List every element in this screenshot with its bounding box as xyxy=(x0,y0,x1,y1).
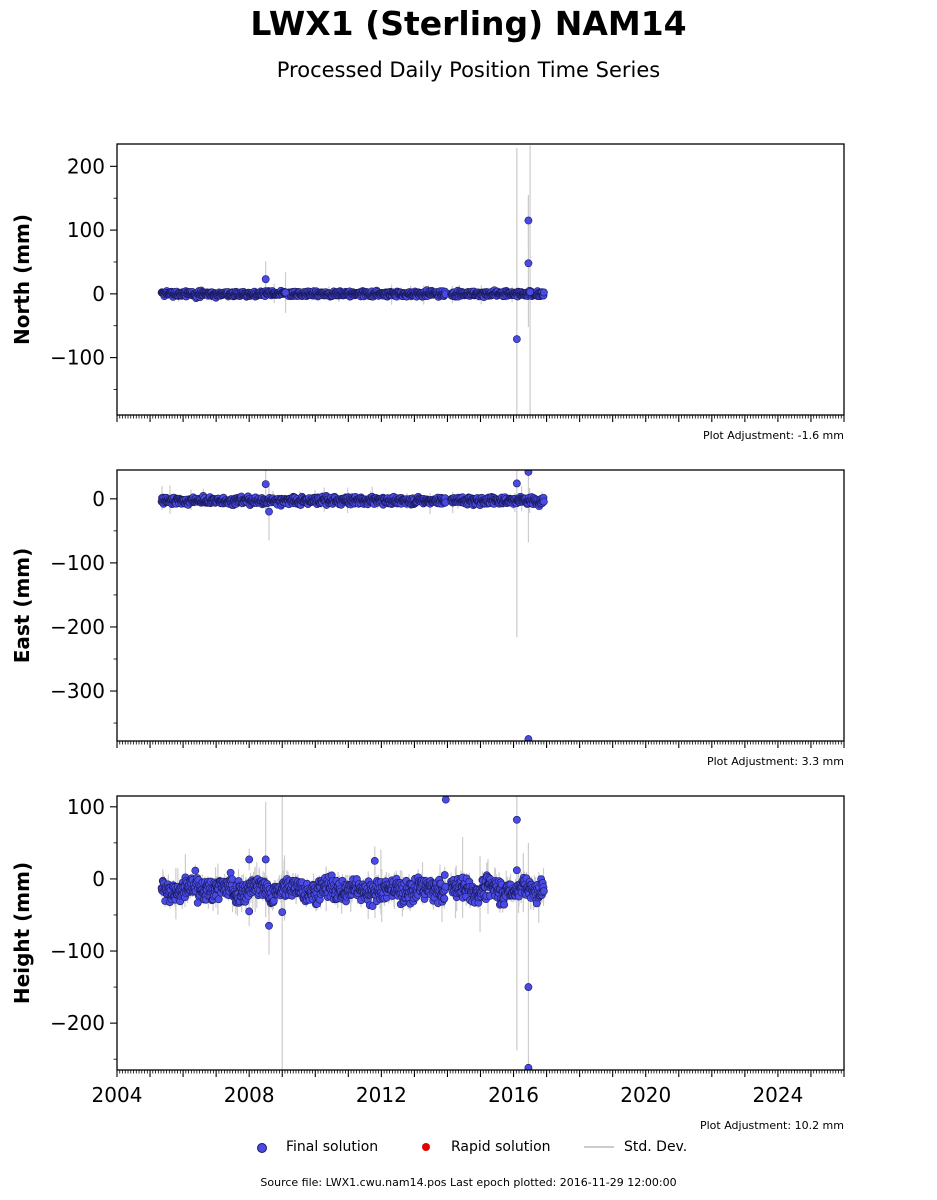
data-point xyxy=(539,288,548,297)
east-axis-label: East (mm) xyxy=(10,548,34,664)
y-tick-label: 0 xyxy=(92,282,105,306)
y-tick-label: −300 xyxy=(50,679,105,703)
data-point xyxy=(261,480,270,488)
data-point xyxy=(512,335,521,344)
chart-title: LWX1 (Sterling) NAM14 xyxy=(250,4,687,43)
east-data-group xyxy=(157,470,548,741)
chart-subtitle: Processed Daily Position Time Series xyxy=(276,58,661,82)
y-tick-label: 0 xyxy=(92,487,105,511)
data-point xyxy=(524,470,533,476)
north-frame xyxy=(116,143,845,416)
y-tick-label: −200 xyxy=(50,615,105,639)
data-point xyxy=(524,216,533,225)
data-point xyxy=(526,288,534,296)
north-axis-label: North (mm) xyxy=(10,214,34,345)
data-point xyxy=(265,507,273,516)
y-tick-label: −100 xyxy=(50,346,105,370)
data-point xyxy=(261,275,270,284)
east-frame xyxy=(116,469,845,742)
y-tick-label: −100 xyxy=(50,551,105,575)
north-data-group xyxy=(157,145,548,415)
data-point xyxy=(281,288,290,297)
y-tick-label: 100 xyxy=(67,218,105,242)
data-point xyxy=(539,497,548,506)
data-point xyxy=(512,479,521,488)
data-point xyxy=(524,735,533,741)
data-point xyxy=(524,259,533,268)
height-data-group xyxy=(157,796,548,1070)
y-tick-label: 200 xyxy=(67,154,105,178)
